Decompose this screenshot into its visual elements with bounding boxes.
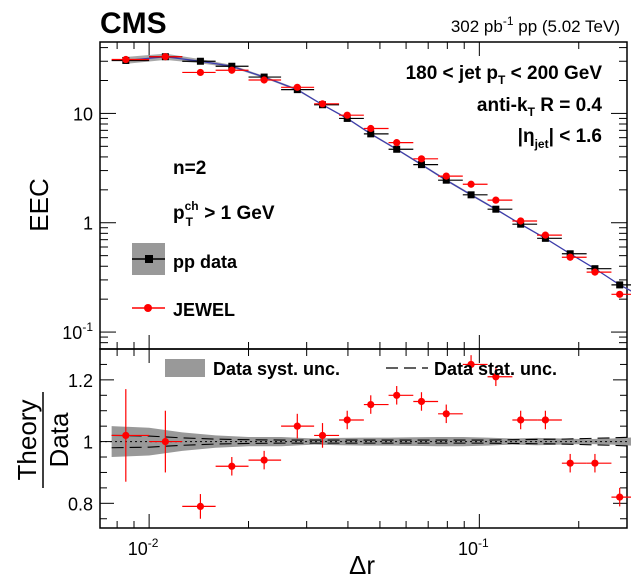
legend-data-marker [145,255,153,263]
jet-algorithm-label: anti-kT R = 0.4 [477,95,603,119]
jewel-point [442,172,450,180]
bottom-y-tick-label: 0.8 [68,494,93,514]
legend-data-label: pp data [173,252,238,272]
ratio-numerator-label: Theory [12,400,42,481]
data-point [367,130,375,138]
top-panel-data [111,53,631,298]
legend-pp-data: pp data [132,243,238,275]
legend-jewel-marker [144,304,152,312]
top-y-tick-label: 10-1 [62,320,93,343]
bottom-y-tick-label: 1.2 [68,371,93,391]
ratio-jewel-point [616,493,624,501]
legend-stat: Data stat. unc. [386,359,557,379]
jewel-point [367,124,375,133]
ratio-jewel-point [467,360,475,369]
n-label: n=2 [173,158,206,179]
data-point [616,281,624,289]
jewel-point [492,196,500,204]
jewel-point [517,217,525,225]
jewel-point [417,155,426,163]
x-axis-label: Δr [349,550,375,580]
jewel-point [161,53,169,61]
ratio-jewel-point [541,416,549,424]
bottom-y-tick-label: 1 [83,433,93,453]
data-point [228,62,236,70]
jewel-point [616,290,624,298]
jewel-point [122,55,130,64]
luminosity-label: 302 pb-1 pp (5.02 TeV) [451,14,620,36]
jewel-point [343,111,351,119]
ratio-jewel-point [442,410,450,418]
jewel-point [566,253,574,261]
legend-jewel-label: JEWEL [173,300,235,320]
x-tick-label: 10-1 [458,536,489,559]
jewel-point [541,231,549,239]
jewel-point [591,268,599,276]
ratio-jewel-point [293,422,301,430]
track-pt-cut-label: pch T > 1 GeV [173,199,275,229]
ratio-jewel-point [367,400,375,409]
ratio-jewel-point [260,456,268,464]
jewel-point [393,139,401,147]
legend-syst-label: Data syst. unc. [213,359,340,379]
ratio-jewel-point [343,416,351,424]
ratio-jewel-point [492,373,500,381]
ratio-jewel-point [591,459,599,467]
data-point [196,57,204,65]
legend-stat-label: Data stat. unc. [434,359,557,379]
ratio-jewel-point [417,397,426,406]
jewel-point [260,76,268,84]
x-tick-label: 10-2 [128,536,159,559]
top-y-axis-label: EEC [24,178,54,231]
legend-syst-swatch [165,359,205,377]
data-point [492,205,500,213]
ratio-jewel-point [228,462,236,470]
top-y-tick-label: 1 [83,214,93,234]
data-point [442,176,450,184]
ratio-stat-upper [111,434,631,441]
jewel-point [196,68,205,77]
jet-pt-cut-label: 180 < jet pT < 200 GeV [406,63,603,87]
jewel-point [467,180,475,188]
ratio-jewel-point [196,502,205,510]
ratio-jewel-point [122,431,130,440]
jewel-point [293,83,301,91]
bottom-panel-data [100,355,631,519]
legend-jewel: JEWEL [132,300,235,320]
data-point [467,191,475,199]
jewel-point [318,100,327,108]
ratio-stat-lower [111,442,631,449]
top-y-tick-label: 10 [73,104,93,124]
ratio-denominator-label: Data [44,412,74,467]
ratio-jewel-point [566,459,574,467]
eta-cut-label: |ηjet| < 1.6 [518,126,602,151]
bottom-y-axis-label: Theory Data [12,392,74,488]
top-axis-ticks: 10-1 1 10 [62,42,627,350]
ratio-jewel-point [318,431,327,440]
data-point [417,161,425,169]
experiment-label: CMS [100,7,167,40]
ratio-jewel-point [161,437,169,446]
data-point [393,145,401,153]
data-curve-line [125,56,631,292]
ratio-jewel-point [393,391,401,399]
legend-syst: Data syst. unc. [165,359,340,379]
ratio-jewel-point [517,416,525,424]
jewel-point [228,66,236,74]
